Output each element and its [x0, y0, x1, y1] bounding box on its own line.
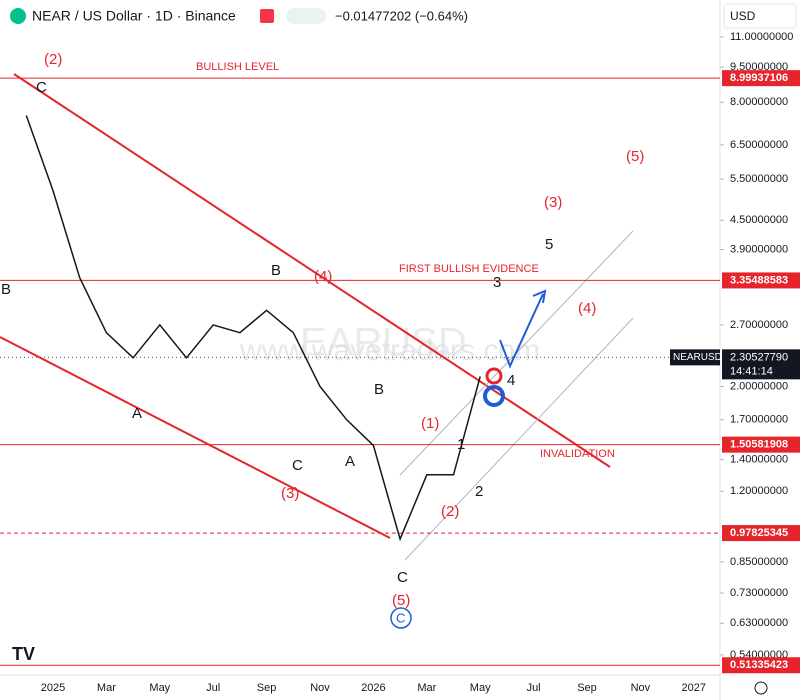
price-tick-label: 11.00000000 — [730, 31, 793, 43]
price-tick-label: 9.50000000 — [730, 61, 788, 73]
time-tick-label: Mar — [417, 682, 436, 694]
wave-label: 2 — [475, 483, 483, 500]
wave-label: C — [292, 457, 303, 474]
price-tick-label: 2.70000000 — [730, 319, 788, 331]
level-tag — [722, 70, 800, 87]
wave-label: (3) — [544, 194, 562, 211]
icon[interactable] — [286, 8, 326, 24]
wave-label: A — [345, 453, 355, 470]
time-tick-label: Sep — [577, 682, 597, 694]
wave-label: 3 — [493, 274, 501, 291]
price-tick-label: 2.00000000 — [730, 380, 788, 392]
level-tag-label: 8.99937106 — [730, 72, 788, 84]
time-tick-label: 2027 — [682, 682, 706, 694]
price-tick-label: 8.00000000 — [730, 96, 788, 108]
marker — [485, 367, 503, 385]
time-tick-label: Sep — [257, 682, 277, 694]
level-tag — [722, 272, 800, 289]
wave-label: (4) — [578, 300, 596, 317]
projection-arrow — [499, 289, 547, 369]
watermark: www.wavetraders.com — [239, 334, 540, 367]
wave-label: 5 — [545, 236, 553, 253]
watermark: EARUSD — [300, 321, 467, 365]
wave-label: (5) — [392, 592, 410, 609]
currency: USD — [730, 9, 756, 23]
level-tag — [722, 436, 800, 453]
current-symbol: NEARUSD — [673, 352, 722, 363]
price-tick-label: 4.50000000 — [730, 214, 788, 226]
wave-label: C — [396, 610, 405, 625]
wave-label: A — [132, 405, 142, 422]
level-tag-label: 0.51335423 — [730, 659, 788, 671]
price-line — [25, 115, 481, 542]
wave-label: C — [397, 569, 408, 586]
price-change: −0.01477202 (−0.64%) — [335, 8, 468, 23]
time-tick-label: 2025 — [41, 682, 65, 694]
countdown: 14:41:14 — [730, 365, 773, 377]
time-tick-label: May — [470, 682, 491, 694]
wave-label: (2) — [44, 51, 62, 68]
price-tick-label: 0.85000000 — [730, 556, 788, 568]
symbol-icon — [10, 8, 26, 24]
time-tick-label: Nov — [631, 682, 651, 694]
level-label: INVALIDATION — [540, 448, 615, 460]
wave-label: (2) — [441, 503, 459, 520]
level-label: BULLISH LEVEL — [196, 61, 279, 73]
price-tick-label: 1.20000000 — [730, 485, 788, 497]
time-tick-label: Jul — [206, 682, 220, 694]
price-tick-label: 5.50000000 — [730, 173, 788, 185]
level-tag — [722, 525, 800, 542]
level-tag-label: 0.97825345 — [730, 527, 788, 539]
time-tick-label: Nov — [310, 682, 330, 694]
current-price: 2.30527790 — [730, 351, 788, 363]
price-tick-label: 0.63000000 — [730, 617, 788, 629]
level-label: FIRST BULLISH EVIDENCE — [399, 263, 539, 275]
wave-label: (3) — [281, 485, 299, 502]
price-tick-label: 0.73000000 — [730, 587, 788, 599]
price-tick-label: 1.40000000 — [730, 453, 788, 465]
time-tick-label: 2026 — [361, 682, 385, 694]
price-tick-label: 3.90000000 — [730, 243, 788, 255]
channel — [0, 73, 611, 539]
wave-label: (5) — [626, 148, 644, 165]
wave-label: B — [271, 262, 281, 279]
time-tick-label: Mar — [97, 682, 116, 694]
wave-label: B — [374, 381, 384, 398]
price-tick-label: 6.50000000 — [730, 139, 788, 151]
current-tag — [722, 349, 800, 380]
wave-label: (1) — [421, 415, 439, 432]
time-tick-label: Jul — [527, 682, 541, 694]
current-tag — [670, 349, 720, 366]
level-tag-label: 3.35488583 — [730, 274, 788, 286]
time-tick-label: May — [149, 682, 170, 694]
level-tag — [722, 657, 800, 674]
price-tick-label: 1.70000000 — [730, 414, 788, 426]
level-tag-label: 1.50581908 — [730, 439, 788, 451]
settings-icon[interactable] — [754, 681, 768, 695]
symbol-title: NEAR / US Dollar · 1D · Binance — [32, 8, 236, 24]
wave-label: (4) — [314, 268, 332, 285]
wave-label: C — [36, 79, 47, 96]
marker — [483, 385, 505, 407]
currency-button[interactable] — [723, 3, 797, 29]
logo: TV — [12, 644, 35, 664]
icon — [260, 9, 274, 23]
wave-label: 4 — [507, 372, 515, 389]
wave-label: B — [1, 281, 11, 298]
marker — [390, 607, 412, 629]
